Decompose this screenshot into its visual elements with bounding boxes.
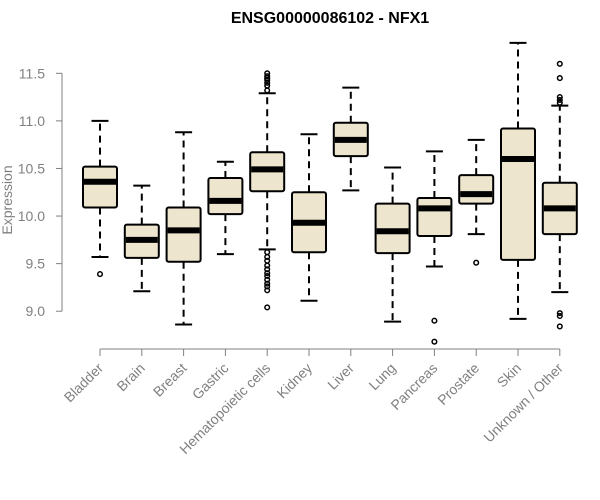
iqr-box: [207, 176, 244, 216]
outlier-point: [556, 323, 563, 330]
box-group: [165, 131, 202, 326]
outlier-point: [96, 271, 104, 278]
box-group: [82, 119, 118, 278]
iqr-box: [82, 165, 118, 209]
outlier-point: [473, 259, 480, 266]
box-group: [123, 184, 160, 293]
box-group: [332, 86, 369, 192]
outlier-point: [264, 79, 271, 86]
x-tick-label: Lung: [365, 360, 398, 393]
outlier-point: [264, 276, 271, 283]
box-group: [500, 41, 536, 320]
box-group: [249, 70, 286, 311]
y-tick-label: 10.5: [18, 160, 45, 176]
outlier-point: [264, 280, 271, 287]
x-tick-label: Brain: [113, 360, 147, 394]
iqr-box: [500, 127, 536, 261]
y-tick-label: 10.0: [18, 208, 45, 224]
x-tick-label: Prostate: [434, 360, 482, 408]
chart-title: ENSG00000086102 - NFX1: [231, 10, 429, 27]
y-tick-label: 11.5: [19, 65, 45, 81]
outlier-point: [264, 287, 271, 294]
boxes-layer: [82, 41, 578, 345]
box-group: [541, 60, 578, 330]
outlier-point: [264, 304, 271, 311]
outlier-point: [264, 266, 271, 273]
y-tick-label: 11.0: [19, 113, 45, 129]
iqr-box: [416, 196, 453, 238]
outlier-point: [556, 96, 563, 104]
box-group: [291, 133, 327, 302]
outlier-point: [264, 257, 271, 264]
outlier-point: [264, 283, 271, 290]
box-group: [374, 166, 411, 323]
outlier-point: [264, 249, 271, 256]
outlier-point: [264, 270, 271, 277]
y-tick-label: 9.0: [26, 303, 46, 319]
x-tick-label: Breast: [150, 360, 190, 400]
outlier-point: [264, 76, 271, 84]
outlier-point: [556, 312, 563, 320]
outlier-point: [431, 338, 438, 345]
box-group: [458, 138, 495, 266]
outlier-point: [264, 262, 271, 269]
x-tick-label: Liver: [324, 360, 357, 393]
outlier-point: [264, 253, 271, 261]
x-tick-label: Unknown / Other: [480, 360, 566, 446]
box-group: [207, 160, 244, 256]
y-axis-label: Expression: [0, 165, 15, 234]
y-axis-ticks: 9.0 9.5 10.0 10.5 11.0 11.5: [18, 65, 62, 319]
outlier-point: [556, 99, 563, 106]
box-group: [416, 150, 453, 345]
y-tick-label: 9.5: [26, 256, 46, 272]
outlier-point: [556, 75, 563, 82]
x-tick-label: Kidney: [274, 360, 316, 402]
outlier-point: [264, 272, 271, 280]
outlier-point: [431, 317, 438, 324]
iqr-box: [458, 174, 495, 205]
outlier-point: [556, 94, 563, 101]
x-tick-label: Bladder: [61, 360, 107, 406]
x-tick-label: Skin: [494, 360, 525, 391]
outlier-point: [264, 87, 271, 94]
iqr-box: [165, 206, 202, 263]
outlier-point: [556, 310, 563, 317]
outlier-point: [556, 60, 563, 67]
